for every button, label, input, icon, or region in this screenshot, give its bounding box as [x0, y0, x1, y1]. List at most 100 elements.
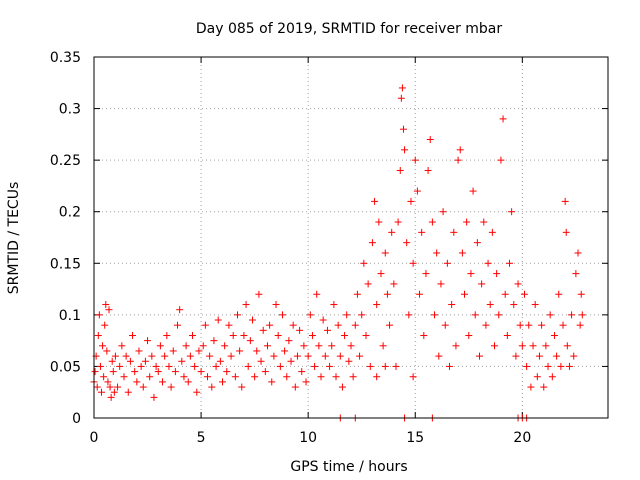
- data-point: [95, 311, 103, 319]
- data-point: [563, 342, 571, 350]
- y-tick-label: 0.1: [59, 308, 81, 324]
- data-point: [399, 125, 407, 133]
- data-point: [178, 357, 186, 365]
- data-point: [229, 331, 237, 339]
- data-point: [336, 352, 344, 360]
- data-point: [416, 290, 424, 298]
- data-point: [319, 316, 327, 324]
- data-point: [146, 373, 154, 381]
- data-point: [326, 362, 334, 370]
- data-point: [476, 352, 483, 360]
- plot-frame: [93, 56, 609, 419]
- data-point: [557, 362, 565, 370]
- data-point: [189, 331, 197, 339]
- data-point: [482, 321, 490, 329]
- data-point: [212, 362, 220, 370]
- data-point: [110, 388, 118, 396]
- data-point: [306, 311, 314, 319]
- data-point: [465, 331, 473, 339]
- data-point: [328, 342, 336, 350]
- data-point: [381, 249, 389, 257]
- data-point: [272, 301, 280, 309]
- data-point: [101, 321, 109, 329]
- data-point: [488, 228, 496, 236]
- data-point: [227, 352, 235, 360]
- data-point: [163, 331, 171, 339]
- data-point: [360, 259, 368, 267]
- data-point: [373, 373, 381, 381]
- y-tick-label: 0.05: [50, 359, 81, 375]
- data-point: [126, 357, 134, 365]
- data-point: [351, 321, 359, 329]
- data-point: [255, 290, 263, 298]
- data-point: [197, 368, 205, 376]
- data-point: [107, 393, 115, 401]
- data-point: [246, 337, 254, 345]
- y-tick-label: 0.25: [50, 153, 81, 169]
- data-point: [135, 347, 143, 355]
- data-point: [428, 218, 436, 226]
- data-point: [448, 301, 456, 309]
- data-point: [478, 280, 486, 288]
- data-point: [206, 352, 214, 360]
- data-point: [99, 342, 107, 350]
- data-point: [531, 301, 539, 309]
- data-point: [422, 270, 430, 278]
- data-point: [111, 352, 119, 360]
- data-point: [529, 342, 537, 350]
- data-point: [578, 311, 586, 319]
- data-point: [424, 166, 432, 174]
- data-point: [433, 249, 441, 257]
- data-point: [221, 342, 229, 350]
- data-point: [289, 321, 297, 329]
- data-point: [546, 311, 554, 319]
- data-point: [180, 373, 188, 381]
- data-point: [576, 321, 584, 329]
- data-points: [90, 84, 586, 422]
- data-point: [452, 342, 460, 350]
- data-point: [131, 368, 139, 376]
- data-point: [358, 311, 366, 319]
- data-point: [169, 347, 177, 355]
- data-point: [390, 280, 398, 288]
- data-point: [338, 383, 346, 391]
- data-point: [403, 239, 411, 247]
- data-point: [120, 373, 128, 381]
- data-point: [116, 362, 124, 370]
- data-point: [216, 357, 224, 365]
- data-point: [233, 311, 241, 319]
- data-point: [503, 331, 511, 339]
- data-point: [332, 373, 340, 381]
- data-point: [458, 249, 466, 257]
- data-point: [542, 342, 550, 350]
- data-point: [559, 321, 567, 329]
- data-point: [334, 321, 342, 329]
- data-point: [480, 218, 488, 226]
- data-point: [300, 342, 308, 350]
- data-point: [373, 301, 381, 309]
- data-point: [341, 331, 349, 339]
- data-point: [124, 388, 132, 396]
- data-point: [520, 290, 528, 298]
- data-point: [148, 352, 156, 360]
- data-point: [540, 383, 548, 391]
- data-point: [461, 290, 469, 298]
- axis-ticks: [93, 56, 608, 419]
- data-point: [514, 280, 522, 288]
- data-point: [364, 280, 372, 288]
- data-point: [443, 259, 451, 267]
- data-point: [276, 362, 284, 370]
- data-point: [510, 301, 518, 309]
- data-point: [538, 321, 546, 329]
- data-point: [392, 362, 400, 370]
- data-point: [469, 187, 477, 195]
- data-point: [409, 373, 417, 381]
- x-tick-label: 10: [299, 430, 317, 446]
- data-point: [281, 347, 289, 355]
- data-point: [268, 378, 276, 386]
- data-point: [100, 373, 108, 381]
- data-point: [308, 331, 316, 339]
- data-point: [96, 362, 104, 370]
- data-point: [204, 373, 212, 381]
- data-point: [102, 301, 110, 309]
